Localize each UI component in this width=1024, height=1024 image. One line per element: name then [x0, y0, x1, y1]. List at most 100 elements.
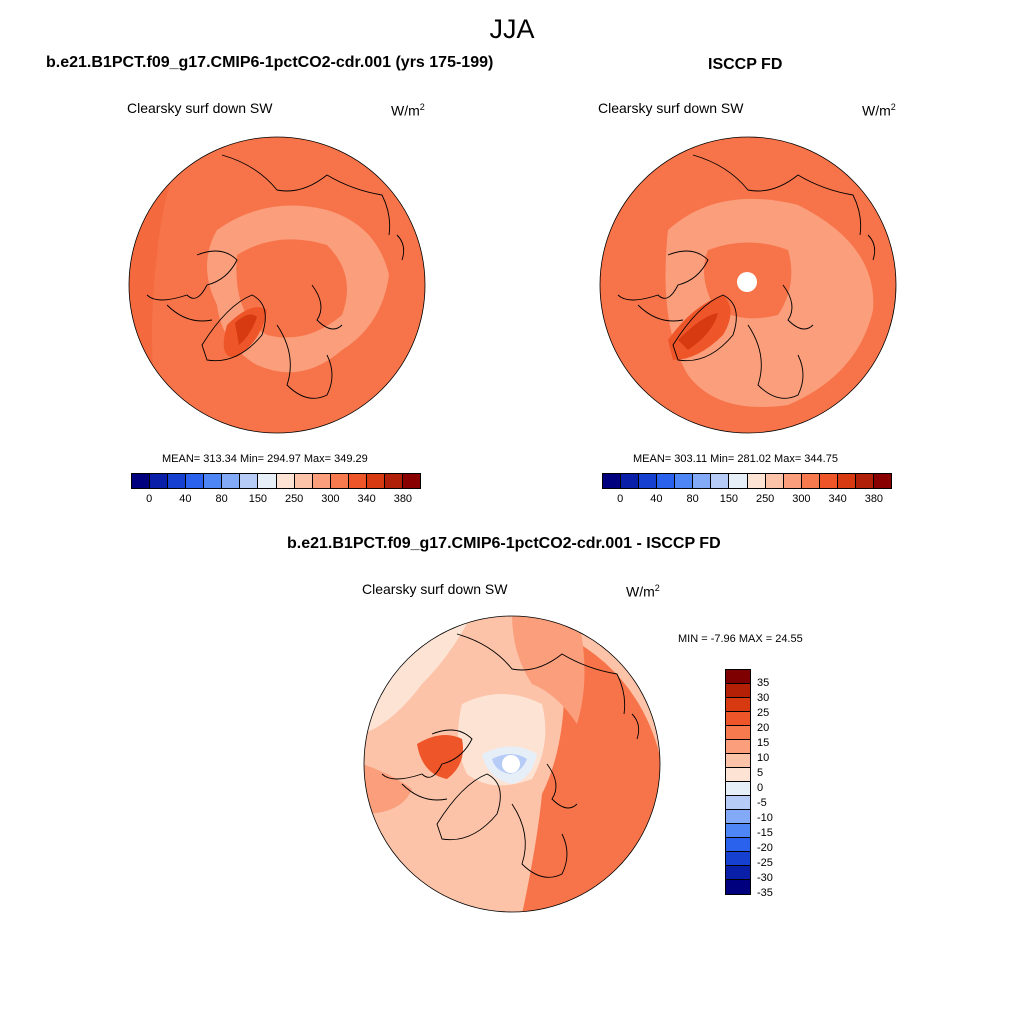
- colorbar-swatch: [603, 474, 622, 488]
- obs-colorbar: 0 40 80 150 250 300 340 380: [602, 473, 892, 505]
- colorbar-swatch: [186, 474, 205, 488]
- colorbar-tick-label: 0: [617, 493, 624, 505]
- obs-field-greenland-peak: [678, 313, 718, 350]
- model-panel-title: b.e21.B1PCT.f09_g17.CMIP6-1pctCO2-cdr.00…: [46, 54, 494, 71]
- colorbar-swatch: [348, 474, 367, 488]
- diff-field-north-positive: [512, 616, 585, 724]
- obs-polar-map: [599, 136, 897, 434]
- colorbar-swatch: [276, 474, 295, 488]
- colorbar-swatch: [240, 474, 259, 488]
- colorbar-swatch: [726, 740, 750, 754]
- colorbar-swatch: [294, 474, 313, 488]
- colorbar-swatch: [726, 670, 750, 684]
- colorbar-swatch: [726, 698, 750, 712]
- colorbar-swatch: [258, 474, 277, 488]
- colorbar-swatch: [726, 852, 750, 866]
- colorbar-tick-label: 5: [757, 767, 764, 779]
- colorbar-tick-label: 35: [757, 677, 770, 689]
- model-field-greenland-peak: [235, 314, 257, 345]
- colorbar-tick-label: 380: [393, 493, 413, 505]
- diff-panel-title: b.e21.B1PCT.f09_g17.CMIP6-1pctCO2-cdr.00…: [287, 535, 721, 552]
- colorbar-tick-label: 40: [650, 493, 663, 505]
- colorbar-swatch: [819, 474, 838, 488]
- colorbar-tick-label: 80: [686, 493, 699, 505]
- obs-field-missing-pole: [737, 272, 757, 292]
- obs-colorbar-labels: 0 40 80 150 250 300 340 380: [602, 489, 892, 505]
- obs-coastlines: [617, 154, 876, 399]
- colorbar-tick-label: 340: [828, 493, 847, 505]
- colorbar-swatch: [729, 474, 748, 488]
- colorbar-swatch: [150, 474, 169, 488]
- colorbar-tick-label: 0: [146, 493, 153, 505]
- colorbar-swatch: [693, 474, 712, 488]
- colorbar-tick-label: 300: [792, 493, 811, 505]
- colorbar-swatch: [675, 474, 694, 488]
- colorbar-swatch: [168, 474, 187, 488]
- colorbar-swatch: [726, 824, 750, 838]
- colorbar-tick-label: -20: [757, 842, 773, 854]
- colorbar-tick-label: 250: [284, 493, 304, 505]
- colorbar-swatch: [222, 474, 241, 488]
- colorbar-swatch: [384, 474, 403, 488]
- colorbar-swatch: [726, 726, 750, 740]
- colorbar-swatch: [783, 474, 802, 488]
- colorbar-swatch: [204, 474, 223, 488]
- colorbar-tick-label: 300: [321, 493, 340, 505]
- model-units-label: W/m2: [391, 102, 425, 119]
- season-title: JJA: [489, 14, 535, 44]
- model-stats: MEAN= 313.34 Min= 294.97 Max= 349.29: [162, 453, 368, 465]
- obs-variable-label: Clearsky surf down SW: [598, 100, 744, 116]
- diff-variable-label: Clearsky surf down SW: [362, 581, 508, 597]
- colorbar-swatch: [726, 838, 750, 852]
- diff-colorbar: [725, 669, 751, 895]
- diff-colorbar-swatches: [725, 669, 751, 895]
- colorbar-tick-label: 40: [179, 493, 192, 505]
- colorbar-tick-label: -30: [757, 872, 773, 884]
- diff-field-missing-pole: [502, 755, 520, 773]
- obs-stats: MEAN= 303.11 Min= 281.02 Max= 344.75: [633, 453, 838, 465]
- colorbar-swatch: [312, 474, 331, 488]
- colorbar-tick-label: 150: [719, 493, 739, 505]
- colorbar-tick-label: 20: [757, 722, 770, 734]
- colorbar-tick-label: -25: [757, 857, 773, 869]
- colorbar-swatch: [873, 474, 891, 488]
- colorbar-swatch: [726, 796, 750, 810]
- obs-colorbar-swatches: [602, 473, 892, 489]
- colorbar-swatch: [801, 474, 820, 488]
- diff-field-west-positive: [364, 764, 412, 814]
- diff-polar-map: [363, 615, 661, 913]
- colorbar-swatch: [726, 754, 750, 768]
- colorbar-swatch: [657, 474, 676, 488]
- colorbar-swatch: [726, 866, 750, 880]
- colorbar-tick-label: 15: [757, 737, 770, 749]
- diff-field-archipelago-positive: [417, 735, 463, 779]
- colorbar-tick-label: 30: [757, 692, 770, 704]
- obs-panel-title: ISCCP FD: [708, 56, 783, 73]
- colorbar-tick-label: 380: [864, 493, 884, 505]
- colorbar-swatch: [726, 712, 750, 726]
- colorbar-swatch: [726, 880, 750, 894]
- colorbar-tick-label: -5: [757, 797, 767, 809]
- colorbar-swatch: [726, 684, 750, 698]
- colorbar-tick-label: -10: [757, 812, 773, 824]
- colorbar-swatch: [726, 810, 750, 824]
- colorbar-swatch: [855, 474, 874, 488]
- diff-units-label: W/m2: [626, 583, 660, 600]
- model-colorbar-swatches: [131, 473, 421, 489]
- colorbar-tick-label: -15: [757, 827, 773, 839]
- colorbar-tick-label: -35: [757, 887, 773, 899]
- obs-units-label: W/m2: [862, 102, 896, 119]
- colorbar-swatch: [726, 768, 750, 782]
- colorbar-swatch: [639, 474, 658, 488]
- colorbar-tick-label: 340: [357, 493, 376, 505]
- colorbar-swatch: [837, 474, 856, 488]
- model-colorbar: 0 40 80 150 250 300 340 380: [131, 473, 421, 505]
- colorbar-swatch: [726, 782, 750, 796]
- colorbar-swatch: [132, 474, 151, 488]
- colorbar-swatch: [402, 474, 420, 488]
- colorbar-tick-label: 10: [757, 752, 770, 764]
- colorbar-swatch: [747, 474, 766, 488]
- colorbar-tick-label: 250: [755, 493, 775, 505]
- model-colorbar-labels: 0 40 80 150 250 300 340 380: [131, 489, 421, 505]
- colorbar-tick-label: 80: [215, 493, 228, 505]
